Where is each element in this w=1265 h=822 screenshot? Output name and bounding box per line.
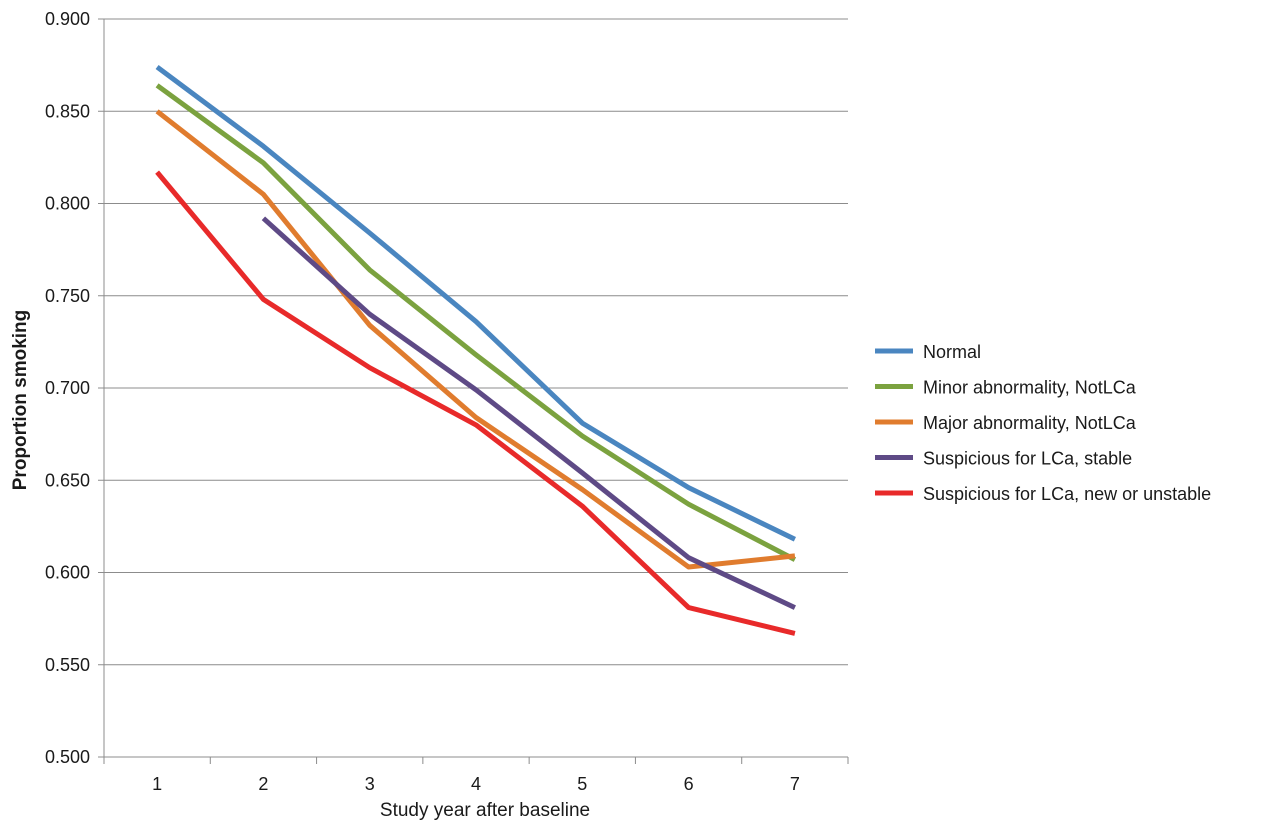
y-tick-label: 0.750 bbox=[45, 286, 90, 306]
series-line-major-abnormality-notlca bbox=[155, 109, 796, 570]
series-line-suspicious-for-lca-new-or-unstable bbox=[155, 170, 796, 636]
y-tick-label: 0.500 bbox=[45, 747, 90, 767]
y-tick-label: 0.650 bbox=[45, 470, 90, 490]
x-tick-label: 7 bbox=[790, 774, 800, 794]
x-tick-label: 2 bbox=[258, 774, 268, 794]
y-tick-label: 0.900 bbox=[45, 9, 90, 29]
y-tick-label: 0.550 bbox=[45, 655, 90, 675]
legend-label: Suspicious for LCa, stable bbox=[923, 449, 1132, 469]
y-tick-label: 0.700 bbox=[45, 378, 90, 398]
gridlines bbox=[104, 18, 848, 666]
y-tick-label: 0.850 bbox=[45, 101, 90, 121]
y-tick-label: 0.600 bbox=[45, 563, 90, 583]
x-tick-label: 1 bbox=[152, 774, 162, 794]
legend-item-suspicious-for-lca-new-or-unstable: Suspicious for LCa, new or unstable bbox=[875, 484, 1211, 504]
x-tick-label: 6 bbox=[684, 774, 694, 794]
legend-label: Minor abnormality, NotLCa bbox=[923, 378, 1137, 398]
legend-label: Suspicious for LCa, new or unstable bbox=[923, 484, 1211, 504]
y-axis-title: Proportion smoking bbox=[10, 310, 31, 491]
legend-label: Normal bbox=[923, 342, 981, 362]
x-tick-labels: 1 2 3 4 5 6 7 bbox=[152, 774, 800, 794]
legend-item-minor-abnormality-notlca: Minor abnormality, NotLCa bbox=[875, 378, 1137, 398]
legend-item-normal: Normal bbox=[875, 342, 981, 362]
axes bbox=[98, 18, 849, 764]
legend-label: Major abnormality, NotLCa bbox=[923, 413, 1137, 433]
series-line-minor-abnormality-notlca bbox=[155, 83, 797, 562]
series-line-normal bbox=[155, 64, 796, 542]
legend-item-suspicious-for-lca-stable: Suspicious for LCa, stable bbox=[875, 449, 1132, 469]
legend: Normal Minor abnormality, NotLCa Major abn… bbox=[875, 342, 1211, 504]
series-line-suspicious-for-lca-stable bbox=[261, 216, 796, 610]
x-tick-label: 5 bbox=[577, 774, 587, 794]
x-axis-title: Study year after baseline bbox=[380, 800, 590, 821]
legend-item-major-abnormality-notlca: Major abnormality, NotLCa bbox=[875, 413, 1137, 433]
y-tick-label: 0.800 bbox=[45, 194, 90, 214]
x-tick-label: 3 bbox=[365, 774, 375, 794]
y-tick-labels: 0.900 0.850 0.800 0.750 0.700 0.650 0.600 0.550… bbox=[45, 9, 90, 767]
series-lines bbox=[155, 64, 797, 636]
x-tick-label: 4 bbox=[471, 774, 481, 794]
